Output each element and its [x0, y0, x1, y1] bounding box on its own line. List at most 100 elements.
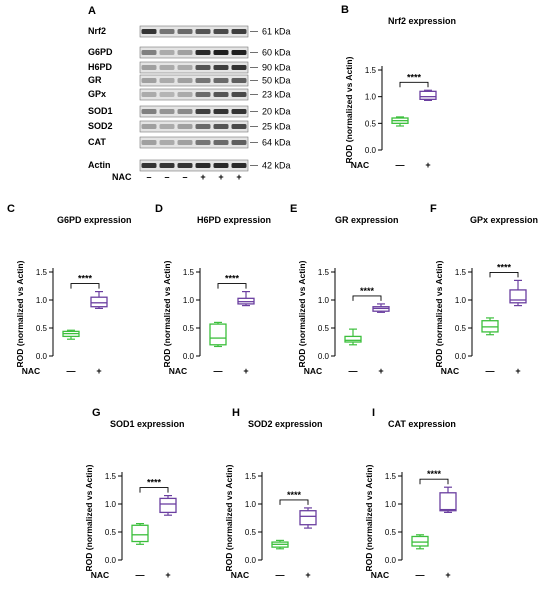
y-tick-label: 1.5: [455, 268, 467, 277]
x-category-label: —: [276, 570, 285, 580]
size-label: 50 kDa: [262, 76, 291, 86]
significance-bracket: [399, 81, 429, 88]
chart-title: GR expression: [335, 215, 399, 225]
x-category-label: +: [378, 366, 383, 376]
y-tick-label: 0.0: [105, 556, 117, 565]
blot-band: [159, 140, 175, 145]
y-tick-label: 1.0: [183, 296, 195, 305]
blot-band: [231, 29, 247, 34]
y-tick-label: 0.0: [183, 352, 195, 361]
protein-label: GPx: [88, 89, 106, 99]
blot-band: [141, 163, 157, 168]
box-iqr: [419, 90, 437, 100]
chart-b: B Nrf2 expression ROD (normalized vs Actin…: [341, 4, 456, 170]
blot-band: [195, 92, 211, 97]
size-label: 61 kDa: [262, 27, 291, 37]
x-axis-label: NAC: [169, 366, 187, 376]
x-axis-label: NAC: [351, 160, 369, 170]
y-axis-label: ROD (normalized vs Actin): [15, 260, 25, 367]
x-category-label: +: [96, 366, 101, 376]
x-category-label: +: [515, 366, 520, 376]
x-category-label: —: [416, 570, 425, 580]
size-label: 90 kDa: [262, 63, 291, 73]
blot-band: [177, 109, 193, 114]
chart-title: Nrf2 expression: [388, 16, 456, 26]
chart-g: G SOD1 expression ROD (normalized vs Actin…: [84, 407, 185, 580]
x-axis-label: NAC: [441, 366, 459, 376]
y-tick-label: 1.0: [385, 500, 397, 509]
chart-d: D H6PD expression ROD (normalized vs Actin…: [155, 203, 271, 376]
size-label: 25 kDa: [262, 122, 291, 132]
blot-band: [195, 140, 211, 145]
significance-stars: ****: [360, 286, 375, 296]
y-tick-label: 0.5: [455, 324, 467, 333]
blot-band: [195, 50, 211, 55]
blot-band: [177, 163, 193, 168]
lane-sign: +: [200, 172, 205, 182]
blot-band: [195, 65, 211, 70]
x-category-label: —: [486, 366, 495, 376]
blot-strip: [139, 159, 249, 172]
y-tick-label: 0.0: [365, 146, 377, 155]
x-category-label: +: [425, 160, 430, 170]
blot-band: [177, 78, 193, 83]
x-category-label: +: [305, 570, 310, 580]
significance-bracket: [139, 487, 169, 493]
y-tick-label: 1.5: [36, 268, 48, 277]
blot-band: [213, 78, 229, 83]
lane-sign: –: [182, 172, 187, 182]
blot-band: [195, 29, 211, 34]
protein-label: Nrf2: [88, 26, 106, 36]
x-category-label: —: [214, 366, 223, 376]
box-iqr: [209, 323, 227, 346]
blot-band: [159, 50, 175, 55]
y-axis-label: ROD (normalized vs Actin): [364, 464, 374, 571]
chart-e: E GR expression ROD (normalized vs Actin) 0…: [290, 203, 399, 376]
blot-band: [177, 92, 193, 97]
significance-stars: ****: [78, 274, 93, 284]
x-category-label: —: [396, 160, 405, 170]
x-category-label: —: [136, 570, 145, 580]
lane-sign: +: [218, 172, 223, 182]
blot-band: [195, 109, 211, 114]
y-tick-label: 0.5: [385, 528, 397, 537]
box-iqr: [90, 296, 108, 308]
significance-bracket: [279, 499, 309, 505]
lane-signs: – – – + + +: [146, 172, 241, 182]
blot-band: [141, 140, 157, 145]
blot-strip: [139, 120, 249, 133]
blot-band: [177, 65, 193, 70]
y-tick-label: 1.5: [385, 472, 397, 481]
protein-label: Actin: [88, 160, 111, 170]
significance-bracket: [489, 271, 519, 278]
y-axis-label: ROD (normalized vs Actin): [434, 260, 444, 367]
blot-band: [159, 78, 175, 83]
blot-band: [159, 92, 175, 97]
blot-band: [141, 29, 157, 34]
size-label: 23 kDa: [262, 90, 291, 100]
y-tick-label: 1.0: [245, 500, 257, 509]
y-tick-label: 1.5: [105, 472, 117, 481]
y-tick-label: 1.0: [36, 296, 48, 305]
y-tick-label: 0.0: [36, 352, 48, 361]
y-tick-label: 1.5: [365, 66, 377, 75]
blot-band: [141, 78, 157, 83]
blot-band: [141, 92, 157, 97]
blot-band: [231, 78, 247, 83]
y-tick-label: 0.5: [318, 324, 330, 333]
blot-band: [213, 124, 229, 129]
chart-f: F GPx expression ROD (normalized vs Actin)…: [430, 203, 538, 376]
significance-bracket: [217, 283, 247, 289]
blot-band: [213, 140, 229, 145]
y-axis-label: ROD (normalized vs Actin): [224, 464, 234, 571]
blot-band: [195, 78, 211, 83]
blot-strip: [139, 136, 249, 149]
blot-band: [159, 65, 175, 70]
box-iqr: [131, 524, 149, 543]
significance-bracket: [419, 478, 449, 485]
y-tick-label: 0.0: [385, 556, 397, 565]
blot-band: [213, 163, 229, 168]
chart-title: G6PD expression: [57, 215, 132, 225]
size-label: 42 kDa: [262, 161, 291, 171]
